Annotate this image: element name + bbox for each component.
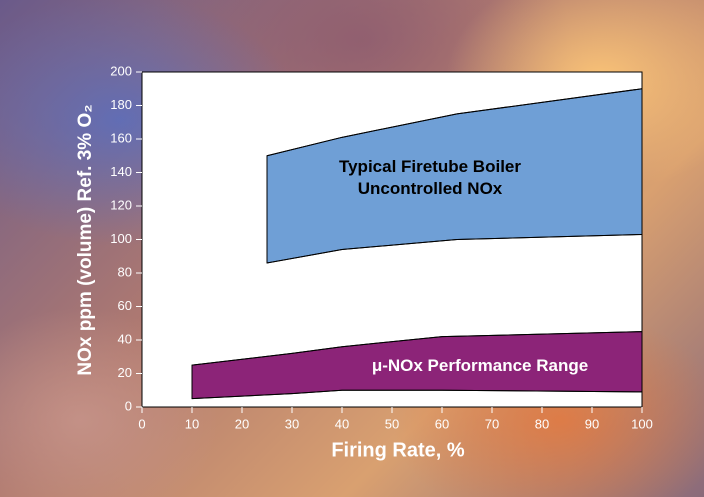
y-axis-label: NOx ppm (volume) Ref. 3% O₂ xyxy=(75,104,96,375)
x-tick-label: 60 xyxy=(435,416,449,431)
y-tick-label: 180 xyxy=(110,97,132,112)
y-tick-label: 80 xyxy=(118,264,132,279)
x-tick-label: 70 xyxy=(485,416,499,431)
band-label: Typical Firetube Boiler Uncontrolled NOx xyxy=(338,157,521,198)
x-tick-label: 100 xyxy=(631,416,653,431)
band-upper-edge xyxy=(266,88,643,157)
x-tick-label: 90 xyxy=(585,416,599,431)
y-tick-label: 140 xyxy=(110,164,132,179)
y-tick-label: 40 xyxy=(118,331,132,346)
x-tick-label: 10 xyxy=(185,416,199,431)
y-tick-label: 120 xyxy=(110,197,132,212)
band-upper-edge xyxy=(191,331,643,366)
x-tick-label: 80 xyxy=(535,416,549,431)
x-tick-label: 40 xyxy=(335,416,349,431)
y-tick-label: 60 xyxy=(118,298,132,313)
band-lower-edge xyxy=(266,233,643,264)
x-tick-label: 0 xyxy=(138,416,145,431)
y-tick-label: 200 xyxy=(110,63,132,78)
y-tick-label: 20 xyxy=(118,365,132,380)
x-tick-label: 50 xyxy=(385,416,399,431)
y-tick-label: 0 xyxy=(125,398,132,413)
band-label: μ-NOx Performance Range xyxy=(371,356,589,375)
x-tick-label: 20 xyxy=(235,416,249,431)
y-tick-label: 100 xyxy=(110,231,132,246)
x-tick-label: 30 xyxy=(285,416,299,431)
y-tick-label: 160 xyxy=(110,130,132,145)
band-lower-edge xyxy=(191,389,643,400)
x-axis-label: Firing Rate, % xyxy=(331,439,465,461)
